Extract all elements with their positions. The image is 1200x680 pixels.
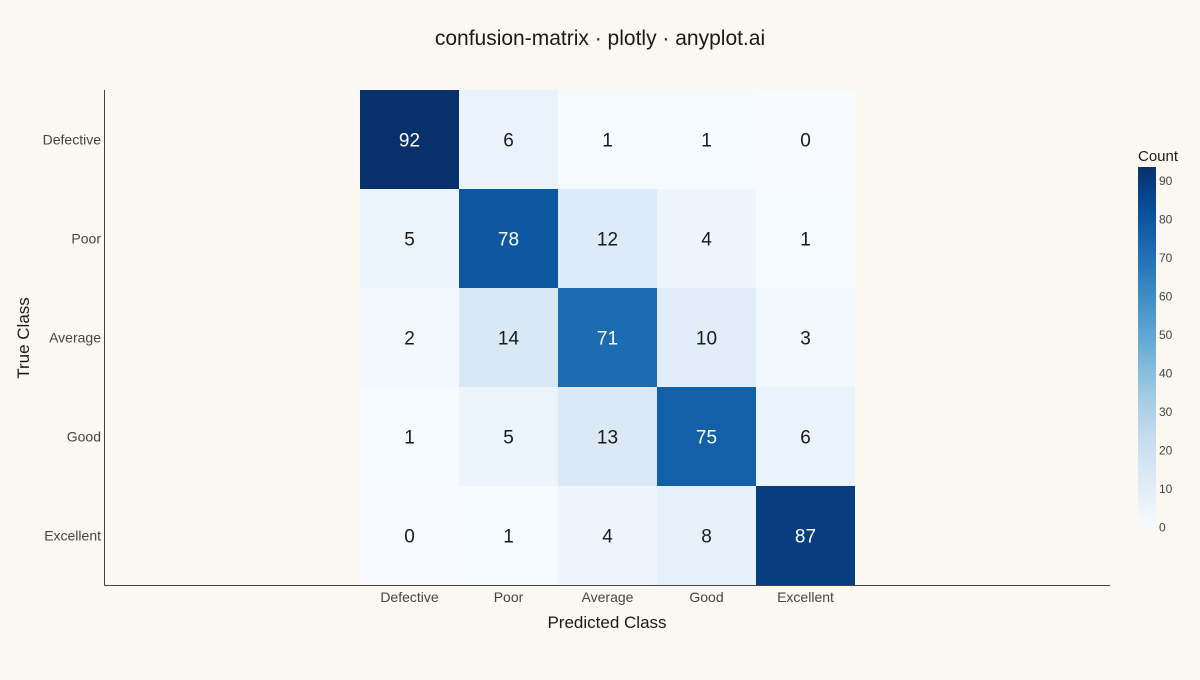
- heatmap-cell: [360, 387, 459, 486]
- colorbar-tick-label: 30: [1159, 405, 1173, 419]
- y-axis-label: True Class: [14, 297, 33, 379]
- heatmap-cell: [756, 486, 855, 585]
- heatmap-cell: [756, 90, 855, 189]
- colorbar-tick-label: 0: [1159, 521, 1166, 535]
- colorbar-tick-label: 20: [1159, 444, 1173, 458]
- cell-value-label: 0: [404, 527, 415, 548]
- colorbar: [1138, 167, 1156, 527]
- heatmap-cell: [657, 90, 756, 189]
- cell-value-label: 92: [399, 131, 420, 152]
- heatmap-cell: [558, 189, 657, 288]
- cell-value-label: 78: [498, 230, 519, 251]
- cell-value-label: 1: [800, 230, 811, 251]
- colorbar-tick-label: 10: [1159, 482, 1173, 496]
- heatmap-cell: [360, 288, 459, 387]
- x-tick-label: Poor: [494, 589, 524, 605]
- heatmap-cell: [459, 486, 558, 585]
- heatmap-cell: [756, 189, 855, 288]
- cell-value-label: 6: [503, 131, 514, 152]
- colorbar-tick-label: 40: [1159, 367, 1173, 381]
- colorbar-tick-label: 80: [1159, 213, 1173, 227]
- cell-value-label: 10: [696, 329, 717, 350]
- y-tick-label: Good: [67, 429, 101, 445]
- colorbar-tick-label: 70: [1159, 251, 1173, 265]
- cell-value-label: 14: [498, 329, 520, 350]
- heatmap-cell: [459, 189, 558, 288]
- cell-value-label: 4: [602, 527, 613, 548]
- heatmap-cell: [459, 90, 558, 189]
- cell-value-label: 87: [795, 527, 816, 548]
- cell-value-label: 75: [696, 428, 717, 449]
- heatmap-cell: [459, 288, 558, 387]
- heatmap-cell: [558, 387, 657, 486]
- cell-value-label: 5: [503, 428, 514, 449]
- y-tick-labels: Defective Poor Average Good Excellent: [43, 132, 102, 544]
- heatmap-cell: [657, 189, 756, 288]
- x-tick-label: Excellent: [777, 589, 834, 605]
- cell-labels: 92 6 1 1 05 78 12 4 12 14 71 10 31 5 13 75 60 1 4 8 87: [399, 131, 816, 548]
- chart-title: confusion-matrix · plotly · anyplot.ai: [435, 27, 765, 50]
- x-tick-label: Average: [582, 589, 634, 605]
- heatmap-cell: [756, 288, 855, 387]
- heatmap-cell: [459, 387, 558, 486]
- heatmap-cell: [360, 189, 459, 288]
- heatmap-cell: [657, 486, 756, 585]
- x-tick-label: Good: [689, 589, 723, 605]
- cell-value-label: 8: [701, 527, 712, 548]
- colorbar-title: Count: [1138, 148, 1179, 165]
- heatmap-cell: [558, 288, 657, 387]
- colorbar-tick-label: 50: [1159, 328, 1173, 342]
- heatmap-cell: [558, 90, 657, 189]
- x-axis-label: Predicted Class: [547, 613, 666, 632]
- x-tick-label: Defective: [380, 589, 439, 605]
- cell-value-label: 1: [602, 131, 613, 152]
- colorbar-tick-label: 90: [1159, 174, 1173, 188]
- heatmap-cell: [360, 486, 459, 585]
- cell-value-label: 6: [800, 428, 811, 449]
- heatmap-cell: [558, 486, 657, 585]
- cell-value-label: 3: [800, 329, 811, 350]
- cell-value-label: 4: [701, 230, 712, 251]
- x-tick-labels: Defective Poor Average Good Excellent: [380, 589, 834, 605]
- colorbar-tick-label: 60: [1159, 290, 1173, 304]
- cell-value-label: 2: [404, 329, 415, 350]
- heatmap-cell: [360, 90, 459, 189]
- heatmap-cells: [360, 90, 855, 585]
- colorbar-ticks: 0 10 20 30 40 50 60 70 80 90: [1159, 174, 1173, 534]
- cell-value-label: 1: [404, 428, 415, 449]
- cell-value-label: 1: [701, 131, 712, 152]
- cell-value-label: 5: [404, 230, 415, 251]
- cell-value-label: 13: [597, 428, 618, 449]
- heatmap-cell: [657, 288, 756, 387]
- y-tick-label: Excellent: [44, 528, 101, 544]
- y-tick-label: Average: [49, 330, 101, 346]
- heatmap-cell: [756, 387, 855, 486]
- cell-value-label: 71: [597, 329, 618, 350]
- cell-value-label: 1: [503, 527, 514, 548]
- cell-value-label: 0: [800, 131, 811, 152]
- heatmap-cell: [657, 387, 756, 486]
- y-tick-label: Poor: [71, 231, 101, 247]
- y-tick-label: Defective: [43, 132, 102, 148]
- cell-value-label: 12: [597, 230, 618, 251]
